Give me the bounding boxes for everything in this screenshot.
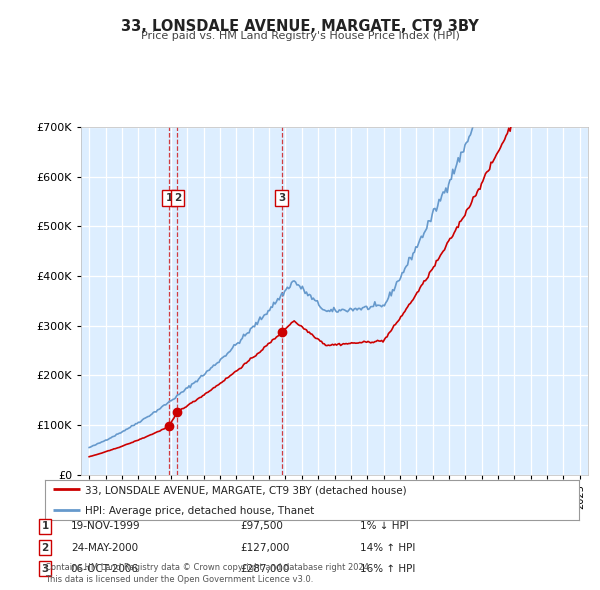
Text: £127,000: £127,000: [240, 543, 289, 552]
Text: Price paid vs. HM Land Registry's House Price Index (HPI): Price paid vs. HM Land Registry's House …: [140, 31, 460, 41]
Text: 3: 3: [41, 564, 49, 573]
Text: £287,000: £287,000: [240, 564, 289, 573]
Text: 2: 2: [174, 193, 181, 203]
Text: 19-NOV-1999: 19-NOV-1999: [71, 522, 140, 531]
Text: 1: 1: [41, 522, 49, 531]
Text: £97,500: £97,500: [240, 522, 283, 531]
Text: HPI: Average price, detached house, Thanet: HPI: Average price, detached house, Than…: [85, 506, 314, 516]
Text: 1% ↓ HPI: 1% ↓ HPI: [360, 522, 409, 531]
Text: 24-MAY-2000: 24-MAY-2000: [71, 543, 138, 552]
Text: 1: 1: [166, 193, 173, 203]
Text: 2: 2: [41, 543, 49, 552]
Text: 06-OCT-2006: 06-OCT-2006: [71, 564, 139, 573]
Text: 16% ↑ HPI: 16% ↑ HPI: [360, 564, 415, 573]
Text: 3: 3: [278, 193, 285, 203]
Text: 33, LONSDALE AVENUE, MARGATE, CT9 3BY: 33, LONSDALE AVENUE, MARGATE, CT9 3BY: [121, 19, 479, 34]
Text: Contains HM Land Registry data © Crown copyright and database right 2024.
This d: Contains HM Land Registry data © Crown c…: [45, 563, 371, 584]
Text: 14% ↑ HPI: 14% ↑ HPI: [360, 543, 415, 552]
Text: 33, LONSDALE AVENUE, MARGATE, CT9 3BY (detached house): 33, LONSDALE AVENUE, MARGATE, CT9 3BY (d…: [85, 486, 407, 495]
